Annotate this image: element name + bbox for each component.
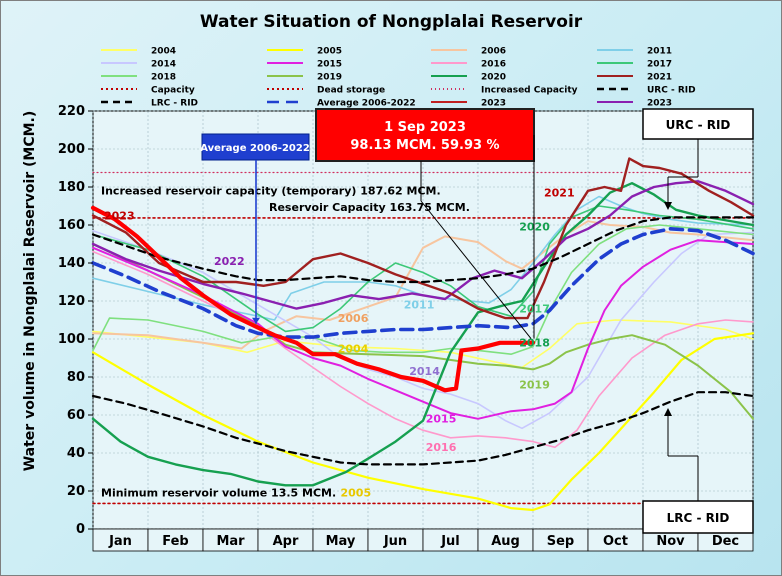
capacity-annotation: Reservoir Capacity 163.75 MCM. — [269, 201, 470, 214]
current-value-text: 98.13 MCM. 59.93 % — [350, 138, 499, 153]
legend-label: 2015 — [317, 60, 342, 70]
legend-label: Increased Capacity — [481, 86, 578, 96]
urc-arrow-head — [664, 202, 672, 210]
legend-label: 2023 — [481, 99, 506, 109]
y-tick-label: 80 — [67, 370, 85, 385]
x-tick-label: Apr — [273, 534, 299, 549]
x-tick-label: May — [326, 534, 356, 549]
legend-label: 2017 — [647, 60, 672, 70]
y-tick-label: 180 — [58, 180, 85, 195]
series-line-2018 — [92, 224, 754, 355]
legend-label: 2018 — [151, 73, 176, 83]
y-tick-label: 140 — [58, 256, 85, 271]
series-label: 2022 — [214, 255, 245, 268]
legend-label: 2011 — [647, 47, 672, 57]
y-tick-label: 220 — [58, 104, 85, 119]
current-date-text: 1 Sep 2023 — [384, 120, 466, 135]
x-tick-label: Jul — [440, 534, 460, 549]
chart-title: Water Situation of Nongplalai Reservoir — [200, 12, 583, 32]
legend-label: 2014 — [151, 60, 176, 70]
current-value-box — [315, 108, 535, 162]
series-line-2004 — [92, 319, 754, 369]
series-label: 2011 — [404, 299, 435, 312]
series-lines — [90, 157, 755, 512]
legend-label: Capacity — [151, 86, 195, 96]
series-label: 2014 — [409, 365, 440, 378]
legend: 2004 2005 2006 2011 2014 2015 2016 2017 2018 2019… — [101, 47, 696, 109]
series-label: 2020 — [519, 221, 550, 234]
series-line-lrc-rid — [91, 391, 755, 466]
series-label: 2015 — [426, 413, 457, 426]
series-line-2015 — [92, 239, 754, 420]
series-line-average-2006-2022 — [91, 227, 755, 339]
legend-label: 2021 — [647, 73, 672, 83]
y-tick-label: 20 — [67, 484, 85, 499]
series-label: 2016 — [426, 441, 457, 454]
legend-label: URC - RID — [647, 86, 696, 96]
legend-label: 2020 — [481, 73, 506, 83]
x-tick-label: Jan — [108, 534, 132, 549]
average-callout-text: Average 2006-2022 — [200, 143, 310, 154]
y-tick-label: 100 — [58, 332, 85, 347]
lrc-arrow-head — [664, 408, 672, 416]
series-line-urc-rid — [91, 216, 755, 284]
minimum-volume-annotation: Minimum reservoir volume 13.5 MCM. — [101, 486, 336, 499]
legend-label: 2004 — [151, 47, 176, 57]
leader-line — [420, 200, 532, 339]
x-tick-label: Dec — [712, 534, 739, 549]
y-tick-label: 40 — [67, 446, 85, 461]
series-label: 2023 — [104, 209, 135, 222]
series-label: 2004 — [338, 342, 369, 355]
x-tick-label: Feb — [162, 534, 188, 549]
x-tick-label: Jun — [383, 534, 407, 549]
y-tick-label: 60 — [67, 408, 85, 423]
series-line-2006 — [92, 220, 754, 350]
x-tick-label: Mar — [216, 534, 245, 549]
x-tick-label: Nov — [656, 534, 685, 549]
increased-capacity-annotation: Increased reservoir capacity (temporary)… — [101, 185, 441, 198]
y-tick-label: 200 — [58, 142, 85, 157]
y-axis-label: Water volume in Nongplalai Reservoir (MC… — [22, 111, 38, 472]
legend-label: Average 2006-2022 — [317, 99, 416, 109]
legend-label: Dead storage — [317, 86, 385, 96]
legend-label: 2023 — [647, 99, 672, 109]
urc-callout-box — [642, 108, 754, 140]
y-tick-label: 0 — [76, 522, 85, 537]
series-line-2021 — [91, 157, 755, 320]
lrc-callout-text: LRC - RID — [667, 511, 730, 525]
y-tick-label: 120 — [58, 294, 85, 309]
series-line-2005 — [91, 332, 755, 512]
legend-label: LRC - RID — [151, 99, 198, 109]
series-label: 2017 — [519, 302, 550, 315]
urc-callout-text: URC - RID — [666, 118, 731, 132]
x-tick-label: Oct — [603, 534, 628, 549]
y-tick-label: 160 — [58, 218, 85, 233]
legend-label: 2006 — [481, 47, 506, 57]
legend-label: 2005 — [317, 47, 342, 57]
average-callout-box — [201, 133, 310, 161]
series-line-2014 — [92, 229, 754, 430]
series-label: 2006 — [338, 312, 369, 325]
series-labels: 2023 2022 2021 2020 2017 2018 2019 2011 2006 2004… — [104, 187, 575, 500]
x-tick-label: Aug — [491, 534, 520, 549]
annotations: Increased reservoir capacity (temporary)… — [101, 108, 754, 534]
series-line-2023 — [90, 205, 536, 393]
series-label: 2005 — [341, 487, 372, 500]
lrc-callout-box — [642, 500, 754, 534]
legend-label: 2019 — [317, 73, 342, 83]
legend-label: 2016 — [481, 60, 506, 70]
series-label: 2019 — [519, 378, 550, 391]
average-arrow-head — [252, 317, 260, 324]
series-label: 2021 — [544, 187, 575, 200]
series-label: 2018 — [519, 337, 550, 350]
x-tick-label: Sep — [547, 534, 575, 549]
axes: 0 20 40 60 80 100 120 140 160 180 200 220 Jan Feb Mar A… — [58, 104, 754, 552]
